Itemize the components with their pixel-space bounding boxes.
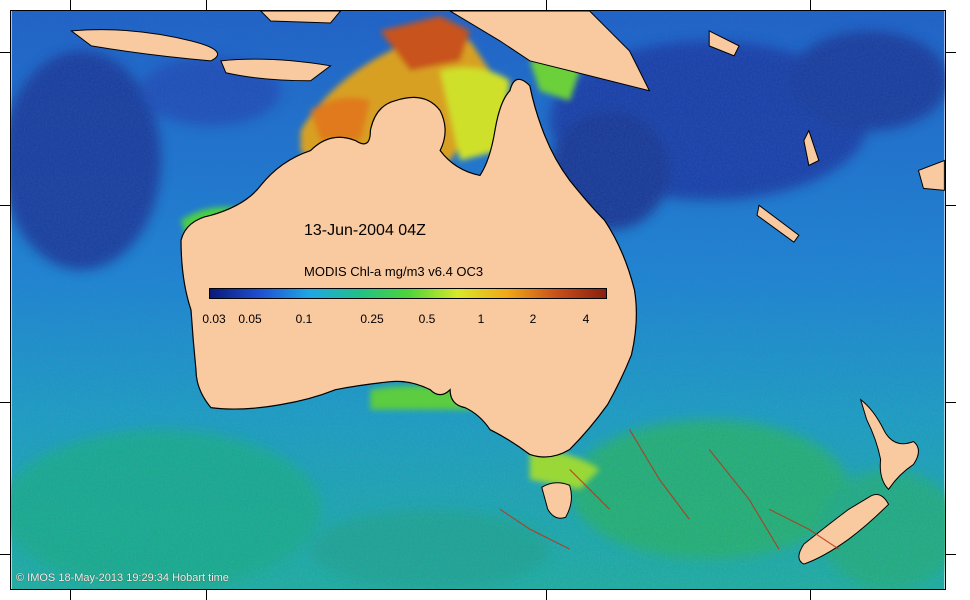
top-tick <box>70 0 71 10</box>
right-tick <box>946 554 956 555</box>
colorbar-tick: 2 <box>529 312 537 326</box>
bottom-tick <box>70 590 71 600</box>
left-tick <box>0 402 10 403</box>
top-tick <box>206 0 207 10</box>
left-tick <box>0 52 10 53</box>
new-zealand <box>798 398 919 565</box>
top-tick <box>546 0 547 10</box>
colorbar <box>209 288 607 299</box>
bottom-tick <box>810 590 811 600</box>
bottom-tick <box>206 590 207 600</box>
right-tick <box>946 402 956 403</box>
colorbar-tick: 0.05 <box>238 312 262 326</box>
colorbar-tick: 0.25 <box>360 312 384 326</box>
top-tick <box>810 0 811 10</box>
map-canvas <box>11 11 945 589</box>
credit-text: © IMOS 18-May-2013 19:29:34 Hobart time <box>16 572 229 584</box>
colorbar-tick: 1 <box>477 312 485 326</box>
northern-islands <box>70 11 945 243</box>
colorbar-tick: 4 <box>582 312 590 326</box>
right-tick <box>946 205 956 206</box>
colorbar-tick: 0.03 <box>202 312 226 326</box>
left-tick <box>0 554 10 555</box>
left-tick <box>0 205 10 206</box>
right-tick <box>946 52 956 53</box>
australia-landmass <box>180 78 637 458</box>
colorbar-label: MODIS Chl-a mg/m3 v6.4 OC3 <box>304 264 484 279</box>
chlorophyll-map <box>10 10 946 590</box>
map-title: 13-Jun-2004 04Z <box>304 222 426 239</box>
bloom-filaments <box>499 429 840 550</box>
colorbar-tick: 0.5 <box>418 312 436 326</box>
tasmania <box>541 482 572 519</box>
colorbar-tick: 0.1 <box>295 312 313 326</box>
bottom-tick <box>546 590 547 600</box>
